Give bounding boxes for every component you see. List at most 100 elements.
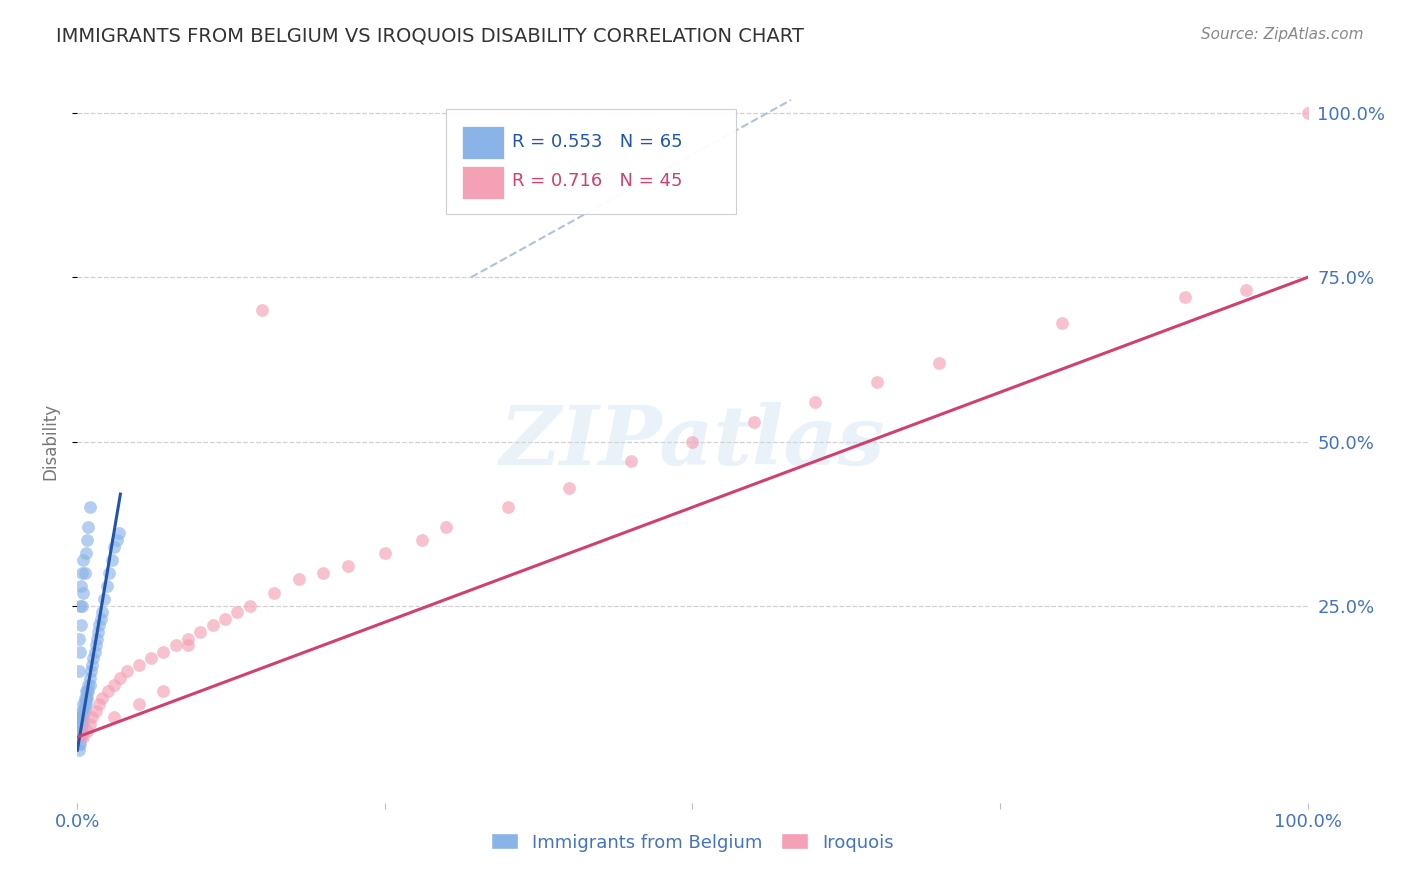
Point — [742, 415, 765, 429]
Point — [70, 704, 93, 718]
Point — [374, 546, 396, 560]
Point — [76, 723, 98, 738]
Point — [76, 533, 98, 547]
FancyBboxPatch shape — [447, 109, 735, 214]
Point — [620, 454, 643, 468]
Point — [226, 605, 249, 619]
Point — [76, 684, 98, 698]
Point — [70, 723, 93, 738]
Point — [83, 645, 105, 659]
Point — [337, 559, 360, 574]
Point — [188, 625, 212, 640]
Point — [214, 612, 236, 626]
FancyBboxPatch shape — [463, 126, 505, 159]
Point — [79, 500, 101, 515]
Point — [97, 684, 120, 698]
Point — [69, 717, 91, 731]
Point — [80, 665, 103, 679]
Point — [128, 657, 150, 672]
Point — [70, 618, 93, 632]
Point — [70, 717, 93, 731]
Point — [67, 737, 90, 751]
Point — [86, 632, 108, 646]
Point — [77, 520, 100, 534]
Text: ZIPatlas: ZIPatlas — [499, 401, 886, 482]
Point — [75, 684, 97, 698]
Point — [250, 303, 273, 318]
Point — [70, 710, 93, 724]
Point — [72, 730, 94, 744]
Point — [93, 592, 115, 607]
Point — [141, 651, 163, 665]
Point — [82, 651, 104, 665]
Point — [152, 684, 174, 698]
Point — [110, 671, 132, 685]
Point — [1296, 106, 1319, 120]
Point — [73, 690, 96, 705]
Point — [72, 585, 94, 599]
Point — [69, 737, 91, 751]
Point — [69, 599, 91, 613]
Point — [72, 717, 94, 731]
Point — [77, 677, 100, 691]
Text: R = 0.716   N = 45: R = 0.716 N = 45 — [512, 172, 682, 190]
Point — [436, 520, 458, 534]
Point — [72, 553, 94, 567]
Point — [69, 730, 91, 744]
Point — [177, 638, 200, 652]
Point — [177, 632, 200, 646]
Point — [79, 717, 101, 731]
Text: R = 0.553   N = 65: R = 0.553 N = 65 — [512, 133, 682, 151]
Point — [804, 395, 827, 409]
Point — [70, 579, 93, 593]
Point — [288, 573, 311, 587]
Point — [82, 657, 104, 672]
Point — [312, 566, 335, 580]
Point — [77, 684, 100, 698]
Point — [239, 599, 262, 613]
Point — [70, 717, 93, 731]
Text: IMMIGRANTS FROM BELGIUM VS IROQUOIS DISABILITY CORRELATION CHART: IMMIGRANTS FROM BELGIUM VS IROQUOIS DISA… — [56, 27, 804, 45]
Point — [82, 710, 104, 724]
Point — [90, 605, 114, 619]
Point — [70, 566, 93, 580]
Point — [98, 566, 121, 580]
Point — [105, 533, 128, 547]
Point — [84, 704, 107, 718]
Point — [152, 645, 174, 659]
Point — [411, 533, 433, 547]
Point — [263, 585, 285, 599]
Point — [67, 743, 90, 757]
Point — [69, 645, 91, 659]
Point — [67, 723, 90, 738]
Point — [73, 704, 96, 718]
Point — [70, 730, 93, 744]
Point — [73, 566, 96, 580]
Point — [67, 665, 90, 679]
Point — [1174, 290, 1197, 304]
Point — [558, 481, 581, 495]
Point — [103, 540, 125, 554]
Point — [101, 553, 124, 567]
Point — [928, 356, 950, 370]
Point — [1050, 316, 1073, 330]
Point — [70, 710, 93, 724]
Point — [70, 723, 93, 738]
Point — [69, 710, 91, 724]
Point — [76, 690, 98, 705]
Point — [72, 698, 94, 712]
Point — [682, 434, 704, 449]
Point — [75, 690, 97, 705]
Point — [90, 612, 112, 626]
Point — [89, 698, 111, 712]
Point — [165, 638, 187, 652]
Point — [72, 710, 94, 724]
Point — [1234, 284, 1257, 298]
Point — [73, 698, 96, 712]
Point — [75, 546, 97, 560]
Y-axis label: Disability: Disability — [41, 403, 59, 480]
Point — [79, 671, 101, 685]
Point — [69, 723, 91, 738]
Point — [84, 638, 107, 652]
Point — [87, 625, 110, 640]
